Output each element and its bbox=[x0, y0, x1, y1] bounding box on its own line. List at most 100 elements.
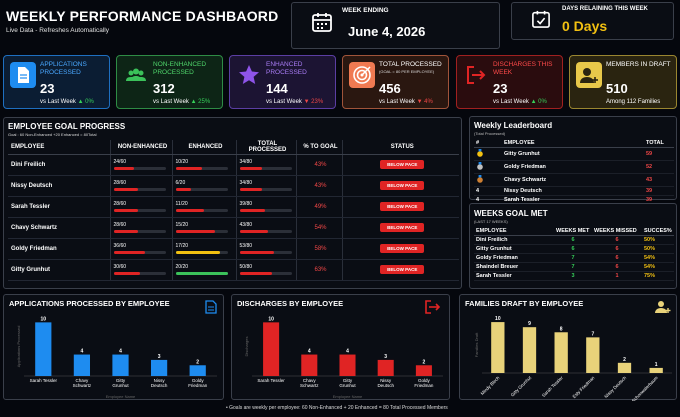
status-cell: BELOW PACE bbox=[342, 217, 459, 239]
table-row: Sarah Tessler 28/60 11/20 39/80 49% BELOW PAC… bbox=[8, 196, 459, 218]
employee-name: Dini Freilich bbox=[474, 235, 554, 245]
status-badge: BELOW PACE bbox=[380, 181, 425, 190]
employee-name: Nissy Deutsch bbox=[502, 186, 644, 196]
status-cell: BELOW PACE bbox=[342, 238, 459, 260]
data-label: 4 bbox=[119, 349, 122, 355]
progress-fill bbox=[113, 272, 140, 275]
week-ending-box: WEEK ENDING June 4, 2026 bbox=[291, 2, 500, 49]
weeks-missed: 1 bbox=[592, 271, 642, 281]
progress-fill bbox=[113, 167, 135, 170]
progress-value: 20/20 bbox=[175, 264, 189, 270]
progress-value: 17/20 bbox=[175, 243, 189, 249]
tick-label: Gitty Grunhut bbox=[339, 378, 356, 388]
percent-to-goal: 63% bbox=[296, 259, 343, 281]
percent-to-goal: 54% bbox=[296, 217, 343, 239]
kpi-value: 144 bbox=[266, 81, 288, 96]
col-header: EMPLOYEE bbox=[502, 139, 644, 148]
progress-cell: 36/60 bbox=[110, 238, 173, 260]
progress-bar bbox=[239, 167, 292, 170]
bar bbox=[112, 354, 129, 376]
progress-fill bbox=[175, 167, 202, 170]
kpi-compare: vs Last Week ▲ 0% bbox=[40, 99, 94, 105]
progress-bar bbox=[239, 188, 292, 191]
x-axis-label: Employee Name bbox=[333, 394, 363, 399]
bar bbox=[263, 322, 280, 376]
panel-title: WEEKS GOAL MET bbox=[474, 209, 548, 218]
table-row: Dini Freilich 24/60 10/20 34/80 43% BELOW PAC… bbox=[8, 154, 459, 176]
progress-value: 30/60 bbox=[113, 264, 127, 270]
table-row: 4 Nissy Deutsch 39 bbox=[474, 186, 674, 196]
tick-label: Gitty Grunhut bbox=[510, 375, 533, 398]
progress-value: 50/80 bbox=[239, 264, 253, 270]
kpi-compare-label: vs Last Week bbox=[266, 99, 302, 105]
medal-icon bbox=[477, 175, 483, 183]
week-ending-label: WEEK ENDING bbox=[342, 7, 389, 14]
progress-bar bbox=[239, 251, 292, 254]
data-label: 4 bbox=[308, 349, 311, 355]
kpi-compare: Among 112 Families bbox=[606, 99, 661, 105]
table-row: Sarah Tessler 3 1 75% bbox=[474, 271, 674, 281]
progress-value: 34/80 bbox=[239, 180, 253, 186]
col-header: EMPLOYEE bbox=[8, 140, 111, 155]
tick-label: Nissy Deutsch bbox=[603, 375, 627, 399]
status-badge: BELOW PACE bbox=[380, 160, 425, 169]
chart-title: APPLICATIONS PROCESSED BY EMPLOYEE bbox=[9, 299, 170, 308]
progress-cell: 28/60 bbox=[110, 217, 173, 239]
progress-value: 36/60 bbox=[113, 243, 127, 249]
y-axis-label: Families Draft bbox=[474, 332, 479, 358]
table-row: Dini Freilich 6 6 50% bbox=[474, 235, 674, 245]
data-label: 7 bbox=[591, 331, 594, 337]
kpi-compare-label: vs Last Week bbox=[493, 99, 529, 105]
progress-cell: 34/80 bbox=[236, 175, 297, 197]
panel-subtitle: (Total Processed) bbox=[474, 131, 506, 136]
days-remaining-box: DAYS RELAINING THIS WEEK 0 Days bbox=[511, 2, 674, 40]
col-header: TOTAL bbox=[644, 139, 674, 148]
kpi-delta: ▲ 0% bbox=[530, 99, 547, 105]
families-draft-chart-panel: FAMILIES DRAFT BY EMPLOYEE Families Draf… bbox=[459, 294, 677, 401]
kpi-value: 312 bbox=[153, 81, 175, 96]
progress-bar bbox=[175, 209, 228, 212]
panel-title: EMPLOYEE GOAL PROGRESS bbox=[8, 122, 126, 131]
panel-subtitle: Goal : 60 Non-Enhanced +20 Enhanced = 80… bbox=[8, 132, 97, 137]
leaderboard-table: # EMPLOYEE TOTAL Gitty Grunhut 59 Goldy Fr… bbox=[474, 139, 674, 205]
success-percent: 75% bbox=[642, 271, 674, 281]
rank-cell: 4 bbox=[474, 186, 502, 196]
bar bbox=[522, 327, 537, 373]
member-add-icon bbox=[576, 62, 602, 88]
progress-cell: 50/80 bbox=[236, 259, 297, 281]
col-header: NON-ENHANCED bbox=[110, 140, 173, 155]
kpi-compare: vs Last Week ▼ 23% bbox=[266, 99, 323, 105]
weeks-met: 6 bbox=[554, 244, 592, 254]
progress-cell: 17/20 bbox=[172, 238, 237, 260]
progress-bar bbox=[175, 230, 228, 233]
employee-name: Chavy Schwartz bbox=[502, 173, 644, 187]
data-label: 2 bbox=[196, 359, 199, 365]
progress-fill bbox=[239, 209, 265, 212]
x-axis-label: Employee Name bbox=[106, 394, 136, 399]
kpi-title: NON-ENHANCED PROCESSED bbox=[153, 61, 207, 76]
rank-cell bbox=[474, 173, 502, 187]
progress-value: 6/20 bbox=[175, 180, 186, 186]
progress-bar bbox=[175, 272, 228, 275]
progress-value: 34/80 bbox=[239, 159, 253, 165]
percent-to-goal: 43% bbox=[296, 175, 343, 197]
bar bbox=[586, 337, 600, 373]
tick-label: Goldy Friedman bbox=[188, 378, 208, 388]
col-header: WEEKS MET bbox=[554, 227, 592, 236]
progress-bar bbox=[113, 209, 166, 212]
data-label: 2 bbox=[423, 359, 426, 365]
kpi-title: ENHANCED PROCESSED bbox=[266, 61, 307, 76]
tick-label: Schonwalerbaum bbox=[631, 375, 659, 401]
employee-name: Nissy Deutsch bbox=[8, 175, 111, 197]
progress-fill bbox=[175, 188, 192, 191]
progress-fill bbox=[113, 251, 145, 254]
page-title: WEEKLY PERFORMANCE DASHBAORD bbox=[6, 8, 279, 24]
tick-label: Chavy Schwartz bbox=[73, 378, 92, 388]
table-row: Chavy Schwartz 43 bbox=[474, 173, 674, 187]
tick-label: Sarah Tessler bbox=[541, 375, 564, 398]
col-header: TOTAL PROCESSED bbox=[236, 140, 297, 155]
document-icon bbox=[10, 62, 36, 88]
chart-title: FAMILIES DRAFT BY EMPLOYEE bbox=[465, 299, 584, 308]
kpi-title: MEMBERS IN DRAFT bbox=[606, 61, 671, 68]
col-header: % TO GOAL bbox=[296, 140, 343, 155]
